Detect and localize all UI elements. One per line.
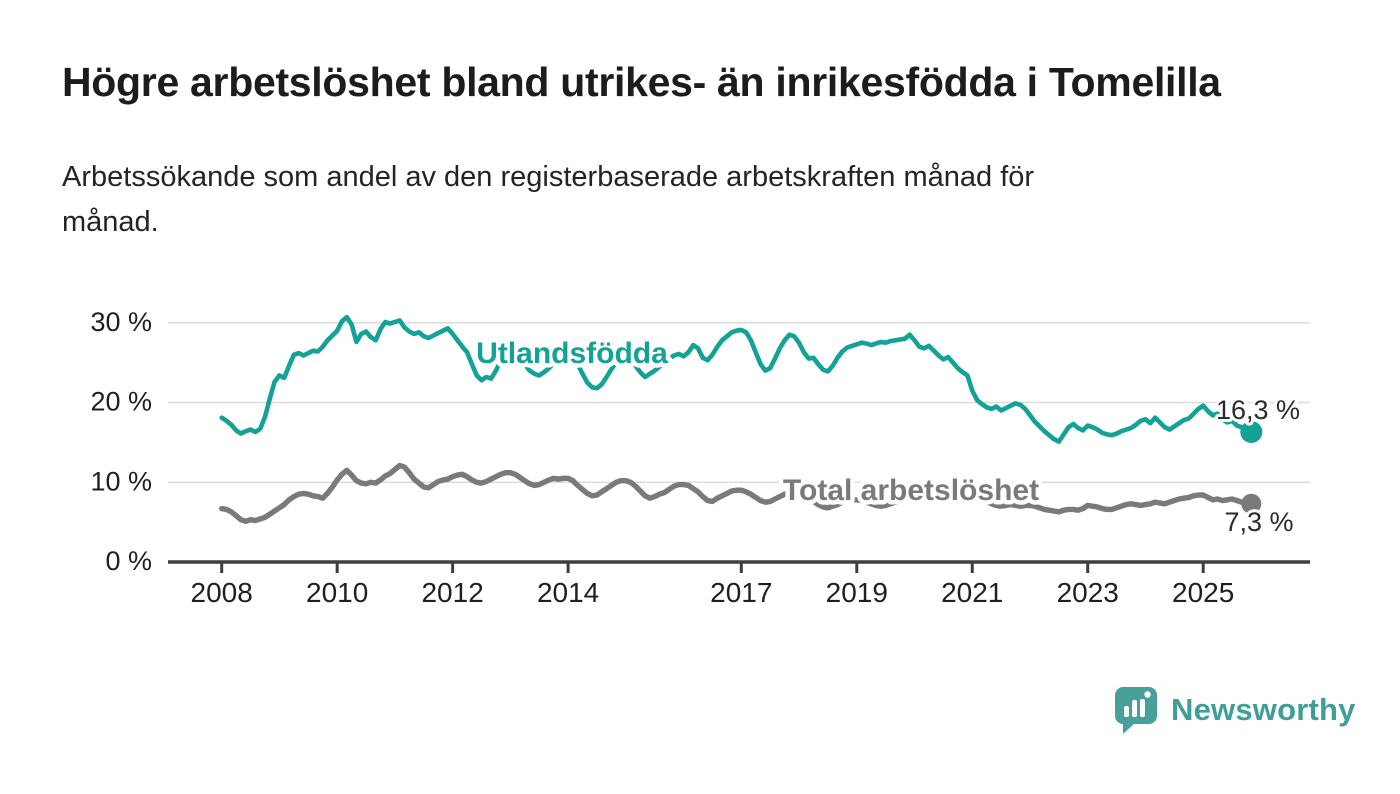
y-tick-label: 30 %	[90, 307, 152, 337]
x-tick-label: 2025	[1172, 577, 1234, 608]
bar-medium	[1132, 700, 1137, 717]
y-tick-label: 20 %	[90, 387, 152, 417]
series-line-utlandsfodda	[219, 314, 1254, 444]
newsworthy-logo: Newsworthy	[1114, 686, 1356, 734]
page-title: Högre arbetslöshet bland utrikes- än inr…	[62, 59, 1221, 105]
series-line-total	[219, 462, 1254, 524]
series-label-utlandsfodda: Utlandsfödda	[476, 337, 668, 370]
x-tick-label: 2019	[826, 577, 888, 608]
page-subtitle-line1: Arbetssökande som andel av den registerb…	[62, 161, 1035, 193]
y-tick-label: 0 %	[105, 546, 152, 576]
bar-chart-bubble-icon	[1115, 687, 1157, 734]
x-tick-label: 2008	[191, 577, 253, 608]
brand-name: Newsworthy	[1171, 692, 1356, 727]
bar-short	[1124, 706, 1129, 717]
x-tick-label: 2017	[710, 577, 772, 608]
series-end-value-utlandsfodda: 16,3 %	[1216, 395, 1300, 425]
series-end-value-total: 7,3 %	[1224, 507, 1293, 537]
series-end-dot-total	[1241, 493, 1262, 514]
x-tick-label: 2023	[1057, 577, 1119, 608]
series-label-total: Total arbetslöshet	[783, 474, 1039, 507]
bar-tall	[1140, 699, 1145, 717]
x-tick-label: 2014	[537, 577, 599, 608]
x-tick-label: 2021	[941, 577, 1003, 608]
x-tick-label: 2010	[306, 577, 368, 608]
page-subtitle: Arbetssökande som andel av den registerb…	[62, 155, 1322, 245]
y-tick-label: 10 %	[90, 466, 152, 496]
series-end-dot-utlandsfodda	[1240, 421, 1263, 444]
exclamation-dot	[1144, 691, 1151, 698]
x-tick-label: 2012	[421, 577, 483, 608]
page-subtitle-line2: månad.	[62, 206, 159, 238]
